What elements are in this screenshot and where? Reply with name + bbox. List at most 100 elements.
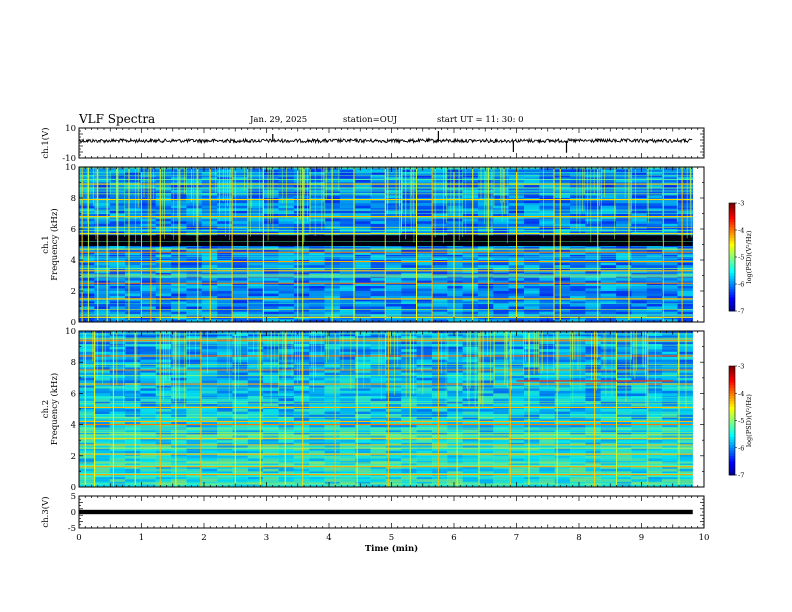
- spectrogram-cell: [646, 380, 663, 384]
- spectrogram-cell: [662, 195, 678, 199]
- spectrogram-cell: [201, 200, 218, 204]
- spectrogram-cell: [309, 293, 325, 297]
- spectrogram-cell: [462, 303, 479, 307]
- spectrogram-cell: [616, 270, 632, 274]
- spectrogram-cell: [201, 432, 218, 436]
- spectrogram-cell: [125, 190, 141, 194]
- spectrogram-cell: [109, 388, 126, 392]
- spectrogram-cell: [339, 380, 356, 384]
- spectrogram-cell: [477, 377, 494, 381]
- spectrogram-cell: [523, 440, 540, 444]
- spectrogram-cell: [94, 314, 110, 318]
- spectrogram-cell: [140, 309, 157, 312]
- spectrogram-cell: [171, 370, 187, 373]
- spectrogram-cell: [493, 285, 509, 289]
- spectrogram-cell: [616, 346, 632, 350]
- spectrogram-cell: [94, 174, 110, 178]
- spectrogram-cell: [186, 309, 203, 312]
- spectrogram-cell: [631, 411, 648, 415]
- spectrogram-cell: [370, 414, 387, 418]
- spectrogram-cell: [355, 278, 371, 281]
- spectrogram-cell: [585, 249, 601, 253]
- spectrogram-cell: [401, 280, 417, 284]
- spectrogram-cell: [186, 419, 203, 423]
- spectrogram-cell: [171, 367, 187, 371]
- spectrogram-cell: [416, 205, 433, 209]
- spectrogram-cell: [140, 429, 157, 433]
- spectrogram-cell: [616, 210, 632, 214]
- spectrogram-cell: [431, 398, 448, 402]
- spectrogram-cell: [278, 435, 295, 438]
- spectrogram-cell: [447, 306, 463, 310]
- spectrogram-cell: [600, 247, 617, 250]
- y-tick-label: 6: [71, 225, 76, 235]
- spectrogram-cell: [616, 301, 632, 305]
- spectrogram-cell: [401, 172, 417, 176]
- spectrogram-cell: [186, 179, 203, 183]
- spectrogram-cell: [79, 393, 95, 397]
- spectrogram-cell: [616, 351, 632, 355]
- spectrogram-cell: [263, 409, 279, 412]
- spectrogram-cell: [646, 448, 663, 451]
- spectrogram-cell: [539, 440, 555, 444]
- spectrogram-cell: [217, 172, 233, 176]
- spectrogram-cell: [508, 435, 525, 438]
- spectrogram-cell: [523, 349, 540, 353]
- y-tick-label: 10: [65, 163, 76, 173]
- spectrogram-cell: [585, 388, 601, 392]
- spectrogram-cell: [570, 203, 586, 207]
- spectrogram-cell: [447, 359, 463, 363]
- spectrogram-cell: [539, 298, 555, 302]
- spectrogram-cell: [477, 370, 494, 373]
- spectrogram-cell: [339, 375, 356, 379]
- spectrogram-cell: [523, 179, 540, 183]
- spectrogram-cell: [278, 367, 295, 371]
- spectrogram-cell: [493, 190, 509, 194]
- spectrogram-cell: [186, 285, 203, 289]
- spectrogram-cell: [523, 416, 540, 420]
- spectrogram-cell: [232, 265, 249, 269]
- spectrogram-cell: [508, 375, 525, 379]
- spectrogram-cell: [186, 187, 203, 191]
- spectrogram-cell: [616, 195, 632, 199]
- spectrogram-cell: [493, 192, 509, 196]
- spectrogram-cell: [616, 226, 632, 230]
- spectrogram-cell: [94, 169, 110, 173]
- spectrogram-cell: [570, 411, 586, 415]
- spectrogram-cell: [309, 254, 325, 258]
- spectrogram-cell: [662, 210, 678, 214]
- spectrogram-cell: [570, 167, 586, 170]
- spectrogram-cell: [539, 249, 555, 253]
- spectrogram-cell: [662, 301, 678, 305]
- spectrogram-cell: [232, 377, 249, 381]
- spectrogram-cell: [662, 388, 678, 392]
- spectrogram-cell: [201, 293, 218, 297]
- spectrogram-cell: [186, 349, 203, 353]
- spectrogram-cell: [355, 316, 371, 320]
- spectrogram-cell: [140, 445, 157, 449]
- spectrogram-cell: [370, 440, 387, 444]
- spectrogram-cell: [447, 167, 463, 170]
- spectrogram-cell: [309, 359, 325, 363]
- spectrogram-cell: [155, 254, 172, 258]
- spectrogram-cell: [140, 401, 157, 405]
- spectrogram-cell: [616, 172, 632, 176]
- spectrogram-cell: [355, 291, 371, 294]
- spectrogram-cell: [370, 331, 387, 334]
- spectrogram-cell: [554, 192, 571, 196]
- spectrogram-cell: [646, 226, 663, 230]
- spectrogram-cell: [677, 226, 694, 230]
- spectrogram-cell: [247, 429, 264, 433]
- spectrogram-cell: [186, 346, 203, 350]
- spectrogram-cell: [125, 359, 141, 363]
- spectrogram-cell: [416, 442, 433, 446]
- spectrogram-cell: [416, 172, 433, 176]
- spectrogram-cell: [385, 249, 402, 253]
- spectrogram-cell: [309, 419, 325, 423]
- spectrogram-cell: [554, 203, 571, 207]
- spectrogram-cell: [232, 221, 249, 225]
- spectrogram-cell: [324, 429, 341, 433]
- spectrogram-cell: [324, 398, 341, 402]
- spectrogram-cell: [140, 398, 157, 402]
- spectrogram-cell: [570, 252, 586, 256]
